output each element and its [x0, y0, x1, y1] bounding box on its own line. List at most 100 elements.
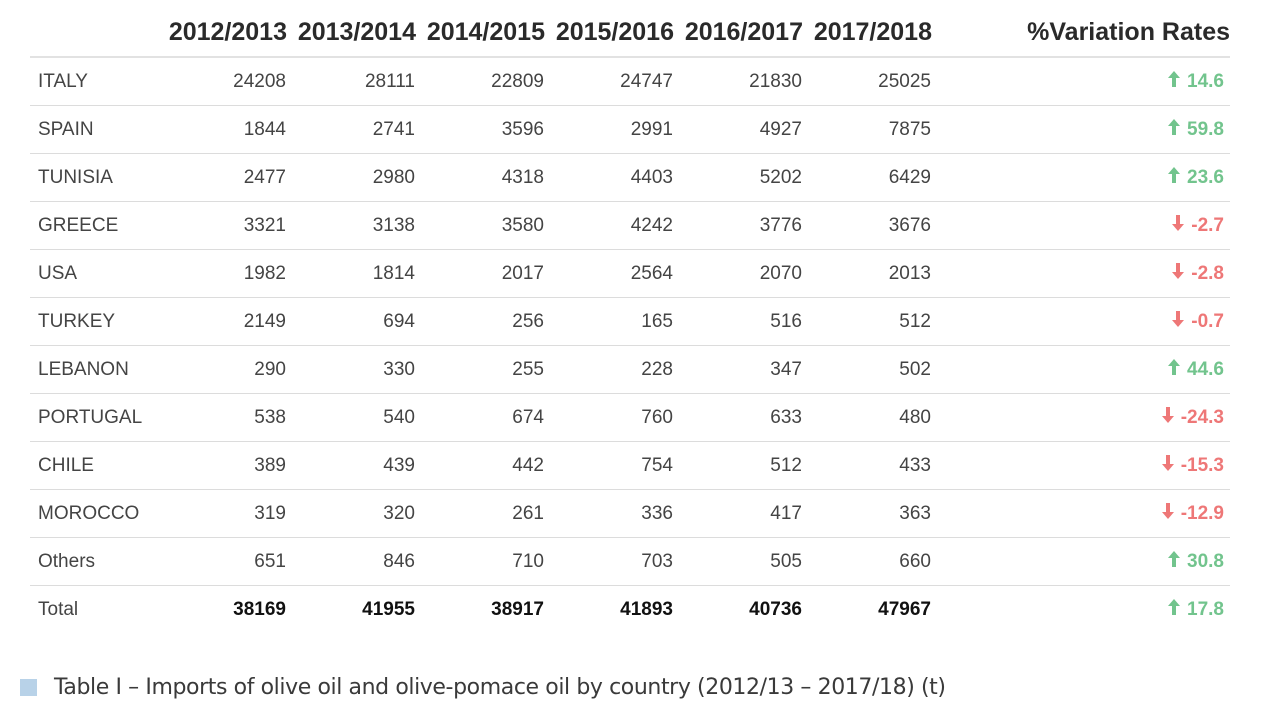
variation-value: -15.3	[1180, 454, 1224, 476]
value-cell: 3321	[158, 201, 287, 250]
value-cell: 256	[416, 297, 545, 346]
arrow-down-icon	[1161, 502, 1175, 526]
value-cell: 694	[287, 297, 416, 346]
value-cell: 1814	[287, 249, 416, 298]
header-year: 2016/2017	[674, 8, 803, 58]
value-cell: 512	[803, 297, 932, 346]
variation-cell: -2.8	[932, 249, 1230, 298]
header-year: 2013/2014	[287, 8, 416, 58]
value-cell: 4403	[545, 153, 674, 202]
variation-cell: -0.7	[932, 297, 1230, 346]
value-cell: 480	[803, 393, 932, 442]
value-cell: 2149	[158, 297, 287, 346]
value-cell: 538	[158, 393, 287, 442]
country-cell: Total	[38, 598, 79, 620]
variation-cell: 59.8	[932, 105, 1230, 154]
value-cell: 1844	[158, 105, 287, 154]
country-cell: TURKEY	[30, 297, 158, 346]
variation-value: 17.8	[1187, 598, 1224, 620]
value-cell: 760	[545, 393, 674, 442]
variation-value: -24.3	[1180, 406, 1224, 428]
value-cell: 22809	[416, 57, 545, 106]
value-cell: 389	[158, 441, 287, 490]
value-cell: 319	[158, 489, 287, 538]
arrow-up-icon	[1167, 70, 1181, 94]
table-caption: Table I – Imports of olive oil and olive…	[20, 675, 946, 700]
value-cell: 3676	[803, 201, 932, 250]
value-cell: 512	[674, 441, 803, 490]
table-row: GREECE 3321 3138 3580 4242 3776 3676 -2.7	[30, 201, 1230, 250]
value-cell: 38169	[233, 598, 286, 620]
variation-value: 59.8	[1187, 118, 1224, 140]
value-cell: 3138	[287, 201, 416, 250]
value-cell: 5202	[674, 153, 803, 202]
variation-value: 23.6	[1187, 166, 1224, 188]
value-cell: 24747	[545, 57, 674, 106]
arrow-down-icon	[1171, 310, 1185, 334]
value-cell: 754	[545, 441, 674, 490]
value-cell: 2477	[158, 153, 287, 202]
value-cell: 41955	[362, 598, 415, 620]
value-cell: 3596	[416, 105, 545, 154]
value-cell: 2013	[803, 249, 932, 298]
variation-cell: 30.8	[932, 537, 1230, 586]
arrow-up-icon	[1167, 118, 1181, 142]
total-row: Total 38169 41955 38917 41893 40736 47967 17.8	[30, 586, 1230, 634]
country-cell: LEBANON	[30, 345, 158, 394]
header-year: 2014/2015	[416, 8, 545, 58]
value-cell: 41893	[620, 598, 673, 620]
value-cell: 502	[803, 345, 932, 394]
variation-cell: 14.6	[932, 57, 1230, 106]
caption-text: Table I – Imports of olive oil and olive…	[54, 675, 946, 700]
value-cell: 21830	[674, 57, 803, 106]
variation-value: 14.6	[1187, 70, 1224, 92]
value-cell: 4927	[674, 105, 803, 154]
value-cell: 3580	[416, 201, 545, 250]
imports-table: 2012/2013 2013/2014 2014/2015 2015/2016 2016…	[30, 8, 1230, 633]
value-cell: 2017	[416, 249, 545, 298]
arrow-up-icon	[1167, 598, 1181, 622]
value-cell: 2991	[545, 105, 674, 154]
header-variation-rates: %Variation Rates	[932, 8, 1230, 58]
value-cell: 47967	[878, 598, 931, 620]
arrow-down-icon	[1171, 214, 1185, 238]
value-cell: 433	[803, 441, 932, 490]
table-row: TUNISIA 2477 2980 4318 4403 5202 6429 23.6	[30, 153, 1230, 202]
variation-value: -12.9	[1180, 502, 1224, 524]
table-row: SPAIN 1844 2741 3596 2991 4927 7875 59.8	[30, 105, 1230, 154]
value-cell: 2070	[674, 249, 803, 298]
variation-cell: -12.9	[932, 489, 1230, 538]
value-cell: 261	[416, 489, 545, 538]
value-cell: 516	[674, 297, 803, 346]
value-cell: 255	[416, 345, 545, 394]
arrow-up-icon	[1167, 166, 1181, 190]
value-cell: 660	[803, 537, 932, 586]
table-row: PORTUGAL 538 540 674 760 633 480 -24.3	[30, 393, 1230, 442]
table-row: TURKEY 2149 694 256 165 516 512 -0.7	[30, 297, 1230, 346]
header-year: 2017/2018	[803, 8, 932, 58]
value-cell: 320	[287, 489, 416, 538]
value-cell: 24208	[158, 57, 287, 106]
arrow-up-icon	[1167, 550, 1181, 574]
value-cell: 228	[545, 345, 674, 394]
value-cell: 4242	[545, 201, 674, 250]
value-cell: 363	[803, 489, 932, 538]
value-cell: 25025	[803, 57, 932, 106]
value-cell: 1982	[158, 249, 287, 298]
variation-cell: 23.6	[932, 153, 1230, 202]
variation-cell: -24.3	[932, 393, 1230, 442]
variation-value: -2.7	[1191, 214, 1224, 236]
variation-value: 44.6	[1187, 358, 1224, 380]
variation-value: -2.8	[1191, 262, 1224, 284]
country-cell: USA	[30, 249, 158, 298]
value-cell: 846	[287, 537, 416, 586]
variation-value: 30.8	[1187, 550, 1224, 572]
variation-cell: 17.8	[932, 586, 1230, 634]
value-cell: 290	[158, 345, 287, 394]
country-cell: GREECE	[30, 201, 158, 250]
variation-cell: 44.6	[932, 345, 1230, 394]
table-row: Others 651 846 710 703 505 660 30.8	[30, 537, 1230, 586]
arrow-down-icon	[1171, 262, 1185, 286]
value-cell: 165	[545, 297, 674, 346]
table-row: LEBANON 290 330 255 228 347 502 44.6	[30, 345, 1230, 394]
